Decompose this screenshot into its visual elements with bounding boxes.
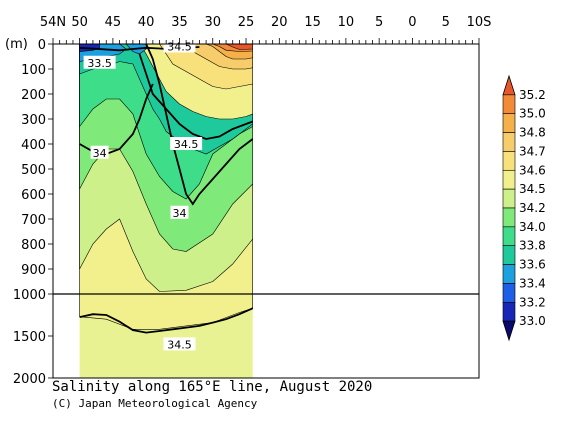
y-tick-label: 900 [21,263,46,278]
y-tick-label: 700 [21,213,46,228]
y-tick-label: 2000 [13,372,46,387]
contour-label-bg-0 [163,39,196,53]
x-tick-label: 0 [408,15,416,30]
contour-label-bg-2 [170,137,203,150]
colorbar-label: 34.0 [519,220,546,234]
x-tick-label: 20 [271,15,288,30]
colorbar-label: 34.8 [519,126,546,140]
colorbar-segment [502,94,516,115]
colorbar-segment [502,245,516,265]
x-tick-label: 10S [467,15,492,30]
y-tick-label: 300 [21,113,46,128]
colorbar-label: 33.8 [519,239,546,253]
colorbar-segment [502,188,516,209]
colorbar-segment [502,169,516,190]
chart-title: Salinity along 165°E line, August 2020 [52,379,373,395]
salinity-band-7 [79,44,254,70]
y-tick-label: 400 [21,138,46,153]
colorbar-segment [502,301,516,322]
x-tick-label: 10 [338,15,355,30]
x-tick-label: 30 [204,15,221,30]
contour-34.5-3 [138,53,254,140]
contour-label-1: 33.5 [87,57,112,70]
salinity-patch-3 [225,44,253,50]
colorbar-label: 33.2 [519,295,546,309]
y-tick-label: 1500 [13,330,46,345]
x-tick-label: 5 [442,15,450,30]
y-tick-label: 800 [21,238,46,253]
y-tick-label: 0 [38,38,46,53]
contour-label-4: 34 [172,207,186,220]
colorbar-label: 33.4 [519,276,546,290]
colorbar-label: 34.5 [519,182,546,196]
colorbar-segment [502,264,516,284]
contour-34.5-0 [79,307,254,334]
colorbar: 35.2 35.0 34.8 34.7 34.6 34.5 34.2 34.0 33.8 33.6… [502,74,546,342]
credit-line: (C) Japan Meteorological Agency [52,397,258,410]
x-axis-ticks: 54N 50 45 40 35 30 25 20 15 10 5 0 5 10S [40,15,492,44]
colorbar-label: 35.2 [519,88,546,102]
colorbar-bottom-arrow [502,320,516,342]
y-tick-label: 200 [21,88,46,103]
contour-label-5: 34.5 [167,338,192,351]
colorbar-segment [502,113,516,133]
y-tick-label: 100 [21,63,46,78]
colorbar-label: 35.0 [519,107,546,121]
colorbar-segment [502,151,516,171]
x-tick-label: 25 [238,15,255,30]
salinity-fill-layer [79,44,254,378]
contour-label-bg-5 [163,337,196,351]
y-tick-label: 500 [21,163,46,178]
colorbar-label: 33.0 [519,314,546,328]
y-tick-label: 1000 [13,288,46,303]
colorbar-segment [502,132,516,152]
colorbar-segment [502,226,516,247]
y-tick-label: 600 [21,188,46,203]
x-tick-label: 45 [105,15,122,30]
x-tick-label: 40 [138,15,155,30]
colorbar-label: 34.7 [519,144,546,158]
contour-label-2: 34.5 [174,138,199,151]
colorbar-label: 33.6 [519,258,546,272]
colorbar-label: 34.2 [519,201,546,215]
colorbar-segment [502,207,516,228]
colorbar-top-arrow [502,74,516,96]
contour-label-bg-4 [170,205,189,219]
x-tick-label: 15 [304,15,321,30]
colorbar-segment [502,283,516,303]
contour-label-bg-1 [83,55,116,69]
y-axis-unit-label: (m) [5,37,28,52]
contour-line-layer [79,44,254,334]
x-tick-label: 50 [71,15,88,30]
contour-label-bg-3 [90,145,109,159]
contour-label-3: 34 [93,147,107,160]
y-axis-ticks: 100 200 300 400 500 600 700 800 900 1000 1500 2000 0 [13,38,53,387]
x-tick-label: 5 [375,15,383,30]
colorbar-label: 34.6 [519,163,546,177]
x-tick-label: 54N [40,15,66,30]
x-tick-label: 35 [171,15,188,30]
contour-34-2 [145,44,254,206]
